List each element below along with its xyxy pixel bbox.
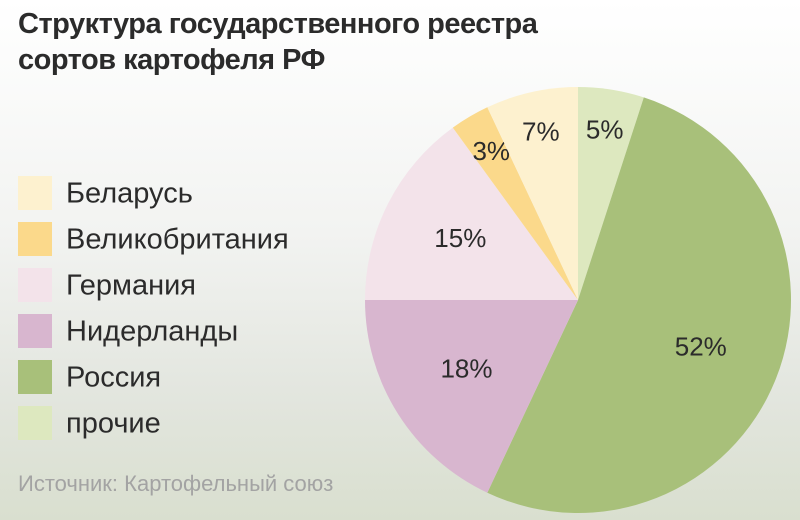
pie-slice [365,127,578,300]
legend-label: Великобритания [66,224,289,256]
pie-slice [487,97,792,514]
legend-label: Германия [66,270,196,302]
chart-title: Структура государственного реестра сорто… [18,8,538,76]
legend-swatch [18,222,52,256]
data-label: 52% [675,331,727,361]
data-label: 18% [440,354,492,384]
legend-label: прочие [66,408,161,440]
pie-slice [487,87,578,300]
data-label: 15% [434,223,486,253]
legend-label: Россия [66,362,161,394]
data-label: 7% [522,117,560,147]
legend-swatch [18,406,52,440]
data-label: 5% [586,115,624,145]
legend-swatch [18,176,52,210]
legend-label: Нидерланды [66,316,238,348]
legend-swatch [18,314,52,348]
legend-label: Беларусь [66,178,193,210]
source: Источник: Картофельный союз [18,471,333,496]
pie-slice [452,107,578,300]
pie-slice [365,300,578,493]
legend-swatch [18,268,52,302]
legend-swatch [18,360,52,394]
pie-slice [578,87,644,300]
